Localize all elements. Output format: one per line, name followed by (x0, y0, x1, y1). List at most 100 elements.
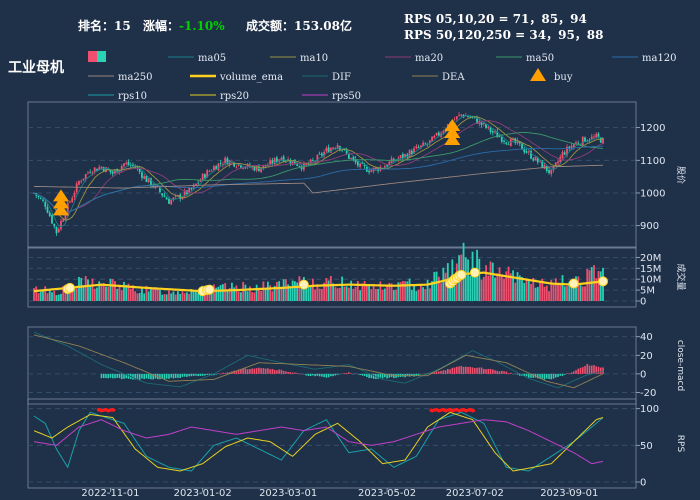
volume-bar (599, 271, 602, 301)
rps-highlight-segment (428, 407, 476, 413)
macd-hist-bar (354, 373, 357, 374)
volume-bar (406, 281, 409, 301)
macd-tick-label: 40 (640, 332, 653, 343)
volume-bar (413, 284, 415, 301)
macd-hist-bar (228, 372, 231, 374)
volume-bar (332, 283, 335, 301)
candle-body (397, 158, 400, 161)
candle-body (208, 171, 211, 172)
volume-bar (60, 293, 62, 301)
volume-bar (521, 277, 523, 301)
volume-bar (527, 280, 530, 301)
macd-hist-bar (474, 368, 476, 374)
macd-hist-bar (368, 373, 370, 379)
candle-body (143, 176, 146, 179)
macd-hist-bar (138, 373, 141, 380)
candle-body (521, 142, 523, 150)
volume-bar (514, 282, 517, 301)
macd-hist-bar (143, 373, 146, 380)
macd-hist-bar (381, 373, 384, 379)
volume-bar (192, 291, 195, 301)
macd-hist-bar (309, 373, 312, 377)
volume-bar (222, 284, 224, 301)
candle-body (428, 140, 431, 143)
volume-bar (309, 285, 312, 301)
volume-bar (390, 283, 393, 301)
volume-bar (186, 292, 188, 301)
rps20-line (33, 411, 604, 472)
volume-bar (154, 289, 157, 301)
macd-hist-bar (291, 372, 294, 374)
macd-hist-bar (581, 367, 584, 374)
volume-bar (125, 284, 128, 301)
candle-body (498, 136, 501, 138)
rps-tick-label: 100 (640, 404, 659, 415)
macd-hist-bar (260, 368, 262, 374)
candle-body (66, 202, 69, 215)
candle-body (593, 136, 595, 138)
macd-hist-bar (269, 369, 271, 374)
macd-hist-bar (321, 373, 323, 377)
candle-body (345, 150, 348, 154)
macd-hist-bar (586, 363, 589, 374)
candle-body (548, 170, 550, 174)
candle-body (204, 174, 206, 178)
volume-bar (370, 289, 373, 301)
macd-hist-bar (539, 373, 541, 379)
macd-hist-bar (503, 371, 505, 374)
candle-body (415, 146, 418, 149)
macd-hist-bar (597, 366, 600, 374)
macd-hist-bar (280, 369, 283, 374)
volume-bar (381, 289, 384, 301)
volume-bar (415, 291, 418, 301)
volume-bar (219, 284, 222, 301)
candle-body (39, 198, 42, 199)
volume-bar (271, 291, 274, 301)
volume-bar (388, 282, 391, 301)
macd-hist-bar (226, 372, 229, 374)
volume-bar (107, 286, 110, 301)
volume-bar (464, 257, 467, 301)
macd-hist-bar (278, 369, 280, 374)
macd-hist-bar (271, 368, 274, 374)
volume-bar (356, 280, 359, 301)
volume-tick-label: 0 (640, 297, 646, 308)
volume-bar (426, 279, 429, 301)
volume-bar (323, 282, 326, 301)
volume-bar (96, 287, 98, 301)
volume-bar (46, 293, 49, 301)
legend-candle-icon-up (88, 51, 97, 62)
macd-hist-bar (316, 373, 319, 376)
volume-bar (93, 288, 96, 301)
macd-hist-bar (159, 373, 161, 380)
candle-body (476, 117, 478, 124)
volume-bar (177, 291, 179, 301)
macd-hist-bar (125, 373, 128, 379)
candle-body (197, 182, 200, 184)
legend: ma05 ma10 ma20 ma50 ma120 ma250 volume_ema DIF D… (88, 51, 677, 102)
candle-body (442, 131, 445, 134)
volume-bar (305, 281, 308, 301)
volume-bar (347, 287, 350, 301)
macd-hist-bar (485, 369, 487, 374)
macd-hist-bar (505, 371, 508, 374)
macd-hist-bar (244, 368, 247, 374)
candle-body (435, 132, 438, 136)
volume-bar (69, 286, 71, 301)
candle-body (134, 166, 137, 168)
macd-hist-bar (172, 373, 175, 379)
volume-bar (71, 285, 74, 301)
candle-body (320, 153, 323, 156)
macd-hist-bar (267, 368, 269, 374)
volume-bar (109, 278, 112, 301)
volume-bar (233, 287, 236, 301)
volume-bar (437, 276, 440, 301)
macd-hist-bar (602, 367, 604, 374)
volume-bar (377, 288, 379, 301)
macd-hist-bar (318, 373, 321, 377)
macd-hist-bar (453, 367, 456, 374)
macd-hist-bar (599, 367, 602, 374)
candle-body (262, 164, 265, 169)
volume-bar (590, 267, 593, 301)
turnover-value: 153.08亿 (294, 19, 352, 33)
